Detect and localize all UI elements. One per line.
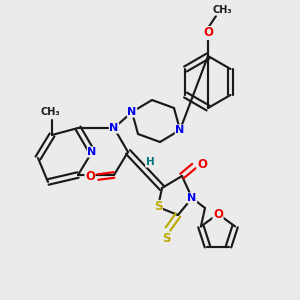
Text: N: N [128, 107, 136, 117]
Text: N: N [176, 125, 184, 135]
Text: S: S [162, 232, 170, 245]
Text: S: S [154, 200, 162, 214]
Text: N: N [188, 193, 196, 203]
Text: O: O [197, 158, 207, 170]
Text: N: N [87, 147, 97, 157]
Text: CH₃: CH₃ [40, 107, 60, 117]
Text: N: N [110, 123, 118, 133]
Text: O: O [203, 26, 213, 40]
Text: CH₃: CH₃ [212, 5, 232, 15]
Text: O: O [85, 170, 95, 184]
Text: O: O [213, 208, 223, 220]
Text: H: H [146, 157, 154, 167]
